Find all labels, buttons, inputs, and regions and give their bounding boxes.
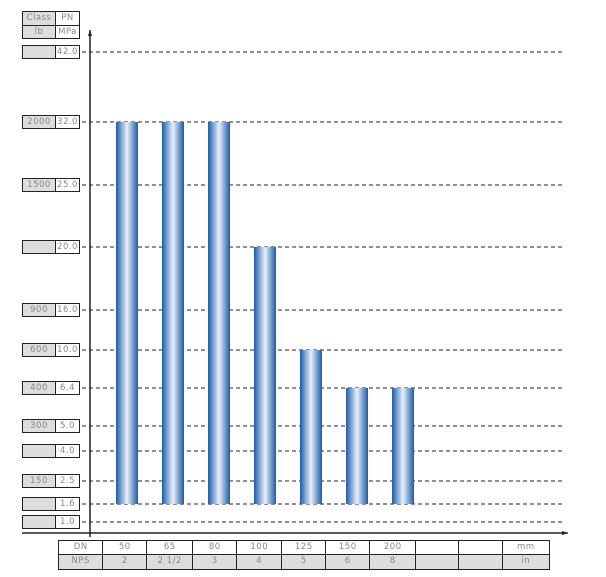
nps-cell [415,554,460,570]
header-pn: PN [55,11,80,26]
pn-tick-label: 1.0 [55,515,80,529]
class-tick-label: 400 [22,381,56,395]
bar [162,122,184,504]
pn-tick-label: 2.5 [55,474,80,488]
bar [116,122,138,504]
y-axis-arrow [88,30,92,36]
pn-tick-label: 42.0 [55,45,80,59]
pn-tick-label: 20.0 [55,240,80,254]
header-mpa: MPa [55,25,80,39]
bar [392,388,414,504]
class-tick-label: 1500 [22,178,56,192]
nps-cell: 8 [369,554,417,570]
class-tick-label [22,497,56,511]
class-tick-label: 2000 [22,115,56,129]
pn-tick-label: 4.0 [55,444,80,458]
class-tick-label [22,240,56,254]
nps-cell: 3 [192,554,238,570]
class-tick-label: 300 [22,419,56,433]
bar [346,388,368,504]
pn-tick-label: 32.0 [55,115,80,129]
nps-cell: NPS [58,554,104,570]
class-tick-label: 900 [22,303,56,317]
pn-tick-label: 1.6 [55,497,80,511]
class-tick-label [22,45,56,59]
pn-tick-label: 25.0 [55,178,80,192]
nps-cell: 6 [325,554,371,570]
bar [300,350,322,504]
pn-tick-label: 16.0 [55,303,80,317]
pn-tick-label: 5.0 [55,419,80,433]
class-tick-label: 150 [22,474,56,488]
class-tick-label [22,515,56,529]
nps-cell: 4 [236,554,283,570]
bar [254,247,276,504]
nps-cell: 2 [102,554,148,570]
bar [208,122,230,504]
nps-cell [458,554,504,570]
pn-tick-label: 10.0 [55,343,80,357]
pn-tick-label: 6.4 [55,381,80,395]
nps-cell: 2 1/2 [146,554,194,570]
x-axis-arrow [562,531,568,535]
nps-cell: 5 [281,554,327,570]
class-tick-label: 600 [22,343,56,357]
class-tick-label [22,444,56,458]
nps-cell: in [502,554,550,570]
